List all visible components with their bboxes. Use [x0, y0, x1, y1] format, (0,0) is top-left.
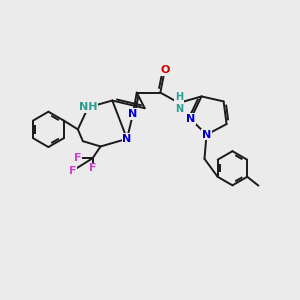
Text: F: F	[89, 163, 96, 173]
Text: N: N	[128, 109, 137, 119]
Text: N: N	[122, 134, 132, 144]
Text: N: N	[202, 130, 211, 140]
Text: NH: NH	[79, 102, 98, 112]
Text: O: O	[160, 65, 169, 76]
Text: F: F	[74, 153, 82, 163]
Text: N: N	[186, 114, 195, 124]
Text: F: F	[69, 166, 76, 176]
Text: H
N: H N	[175, 92, 183, 114]
